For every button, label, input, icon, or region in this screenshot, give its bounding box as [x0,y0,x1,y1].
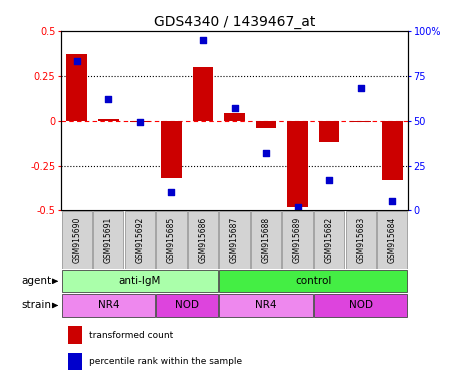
Text: agent: agent [22,276,52,286]
Text: control: control [295,276,332,286]
Bar [314,211,344,268]
Text: GSM915691: GSM915691 [104,217,113,263]
Bar [68,326,82,344]
Point [231,105,238,111]
Bar [93,211,123,268]
Text: GSM915683: GSM915683 [356,217,365,263]
Text: GSM915689: GSM915689 [293,217,302,263]
Point [105,96,112,102]
Bar [224,113,245,121]
Bar [314,295,408,316]
Text: GSM915684: GSM915684 [388,217,397,263]
Bar [346,211,376,268]
Bar [219,295,313,316]
Bar [161,121,182,178]
Bar [61,211,92,268]
Text: transformed count: transformed count [89,331,173,340]
Text: anti-IgM: anti-IgM [119,276,161,286]
Text: GSM915686: GSM915686 [198,217,207,263]
Text: strain: strain [22,300,52,311]
Text: GSM915688: GSM915688 [262,217,271,263]
Text: NOD: NOD [175,300,199,311]
Text: GSM915685: GSM915685 [167,217,176,263]
Text: NR4: NR4 [98,300,119,311]
Point [136,119,144,126]
Bar [61,270,218,292]
Bar [129,121,150,122]
Text: GSM915682: GSM915682 [325,217,333,263]
Point [294,204,302,210]
Text: GSM915687: GSM915687 [230,217,239,263]
Bar [98,119,119,121]
Bar [377,211,408,268]
Point [167,189,175,195]
Text: GDS4340 / 1439467_at: GDS4340 / 1439467_at [154,15,315,29]
Bar [156,295,218,316]
Point [73,58,81,65]
Bar [156,211,187,268]
Bar [67,54,87,121]
Point [199,36,207,43]
Text: percentile rank within the sample: percentile rank within the sample [89,357,242,366]
Text: GSM915692: GSM915692 [136,217,144,263]
Text: NOD: NOD [349,300,373,311]
Bar [350,121,371,122]
Bar [382,121,402,180]
Bar [219,211,250,268]
Point [262,150,270,156]
Point [325,177,333,183]
Bar [68,353,82,371]
Point [357,85,364,91]
Bar [188,211,218,268]
Bar [125,211,155,268]
Bar [219,270,408,292]
Text: NR4: NR4 [255,300,277,311]
Point [388,199,396,205]
Text: GSM915690: GSM915690 [72,217,81,263]
Bar [251,211,281,268]
Bar [61,295,155,316]
Bar [256,121,276,128]
Bar [319,121,340,142]
Bar [193,67,213,121]
Bar [287,121,308,207]
Bar [282,211,313,268]
